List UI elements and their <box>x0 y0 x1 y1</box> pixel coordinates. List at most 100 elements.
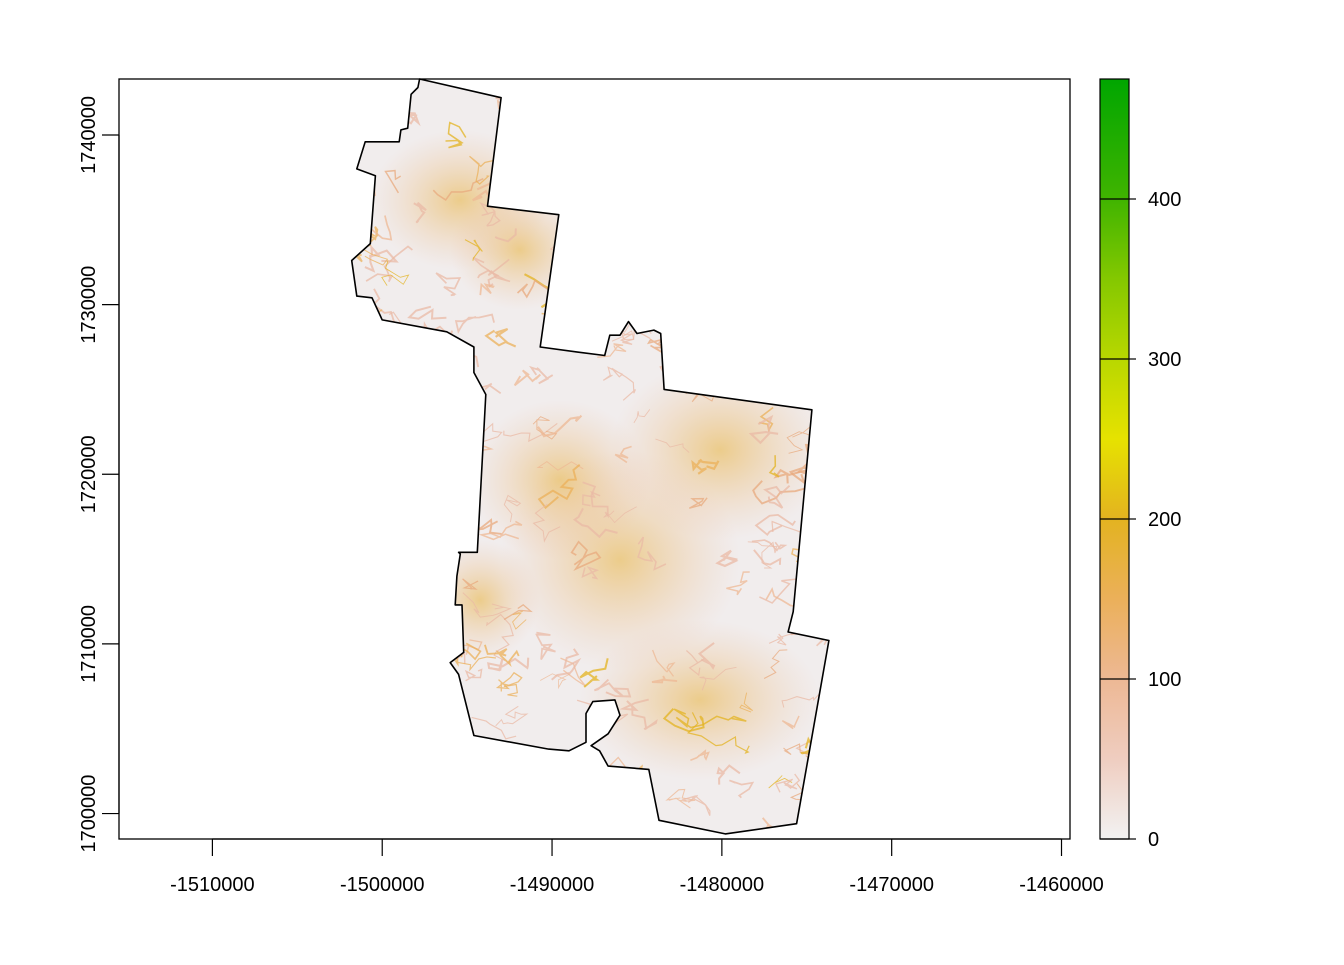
raster-contour <box>432 177 484 201</box>
raster-contour <box>633 409 651 424</box>
raster-contour <box>690 749 710 762</box>
colorbar-tick-label: 0 <box>1148 829 1159 851</box>
x-tick-label: -1460000 <box>1019 874 1104 896</box>
raster-contour <box>602 366 636 401</box>
colorbar-tick-label: 400 <box>1148 189 1181 211</box>
raster-contour <box>581 566 600 580</box>
raster-contour <box>759 406 774 433</box>
raster-contour <box>532 416 558 440</box>
raster-contour <box>614 445 632 464</box>
raster-contour <box>479 282 495 296</box>
raster-contour <box>494 228 517 243</box>
raster-contour <box>503 422 558 443</box>
raster-contour <box>462 578 479 590</box>
x-axis: -1510000 -1500000 -1490000 -1480000 -1470000… <box>170 838 1104 896</box>
raster-contour <box>655 438 690 453</box>
raster-contour <box>570 540 602 571</box>
raster-contour <box>381 260 410 286</box>
raster-contour <box>685 650 705 677</box>
y-tick-label: 1730000 <box>78 266 100 344</box>
raster-contour <box>775 773 801 793</box>
raster-contour <box>532 503 561 543</box>
raster-patch <box>580 620 820 780</box>
raster-contour <box>763 649 788 679</box>
raster-contour <box>540 673 571 690</box>
raster-contour <box>729 779 755 799</box>
raster-contour <box>662 708 705 733</box>
raster-contour <box>513 369 541 387</box>
colorbar-gradient <box>1100 79 1129 839</box>
raster-contour <box>691 458 720 475</box>
raster-contour <box>665 788 696 809</box>
x-tick-label: -1470000 <box>849 874 934 896</box>
raster-contour <box>763 485 791 509</box>
x-tick-label: -1490000 <box>510 874 595 896</box>
raster-contour <box>484 328 517 348</box>
raster-contour <box>754 513 796 537</box>
raster-contour <box>503 494 522 523</box>
raster-contour <box>753 549 782 566</box>
raster-contour <box>365 245 413 283</box>
raster-contour <box>739 692 753 713</box>
raster-contour <box>681 794 711 816</box>
raster-contour <box>464 668 483 682</box>
raster-contour <box>407 305 447 320</box>
raster-contour <box>503 603 533 621</box>
raster-contour <box>768 775 793 789</box>
raster-contour <box>472 256 511 283</box>
raster-contour <box>423 321 453 340</box>
raster-contour <box>536 460 584 471</box>
study-area-boundary <box>350 78 830 835</box>
y-tick-label: 1700000 <box>78 775 100 853</box>
raster-contour <box>495 671 523 692</box>
raster-contour <box>445 121 467 149</box>
raster-contour <box>673 708 747 729</box>
raster-contour <box>364 244 399 273</box>
raster-contour <box>715 549 739 568</box>
raster-contour <box>454 313 495 334</box>
colorbar-tick-label: 300 <box>1148 349 1181 371</box>
raster-contour <box>751 539 788 552</box>
raster-contour <box>551 648 582 681</box>
raster-contour <box>529 365 554 385</box>
raster-contour <box>593 678 632 698</box>
raster-contour <box>487 657 530 672</box>
raster-contour <box>686 712 750 754</box>
x-tick-label: -1500000 <box>340 874 425 896</box>
y-tick-label: 1740000 <box>78 96 100 174</box>
raster-contour <box>781 715 800 730</box>
y-tick-label: 1720000 <box>78 435 100 513</box>
raster-contour <box>619 698 658 731</box>
raster-contour <box>726 571 750 596</box>
y-tick-label: 1710000 <box>78 605 100 683</box>
raster-contour <box>512 610 527 630</box>
x-tick-label: -1480000 <box>680 874 765 896</box>
raster-contour <box>759 578 797 604</box>
raster-contour <box>637 536 667 571</box>
raster-contour <box>479 202 501 227</box>
raster-contour <box>716 764 741 785</box>
colorbar-tick-label: 100 <box>1148 669 1181 691</box>
raster-contour <box>484 644 520 668</box>
raster-contour <box>768 632 798 646</box>
raster-contour <box>651 649 676 677</box>
raster-contour <box>535 631 556 660</box>
raster-contour <box>471 716 517 740</box>
raster-contour <box>537 463 581 510</box>
raster-contour <box>469 155 496 185</box>
x-tick-label: -1510000 <box>170 874 255 896</box>
raster-contour <box>597 343 627 358</box>
raster-contour <box>572 507 618 539</box>
raster-contour <box>462 592 512 618</box>
raster-contour <box>478 520 523 541</box>
raster-contour <box>503 683 518 697</box>
raster-contour <box>688 497 708 509</box>
raster-contour <box>699 666 737 691</box>
raster-contour <box>651 675 678 684</box>
raster-patch <box>470 400 650 560</box>
colorbar-tick-label: 200 <box>1148 509 1181 531</box>
raster-contour <box>697 642 716 670</box>
raster-contour <box>579 658 609 688</box>
